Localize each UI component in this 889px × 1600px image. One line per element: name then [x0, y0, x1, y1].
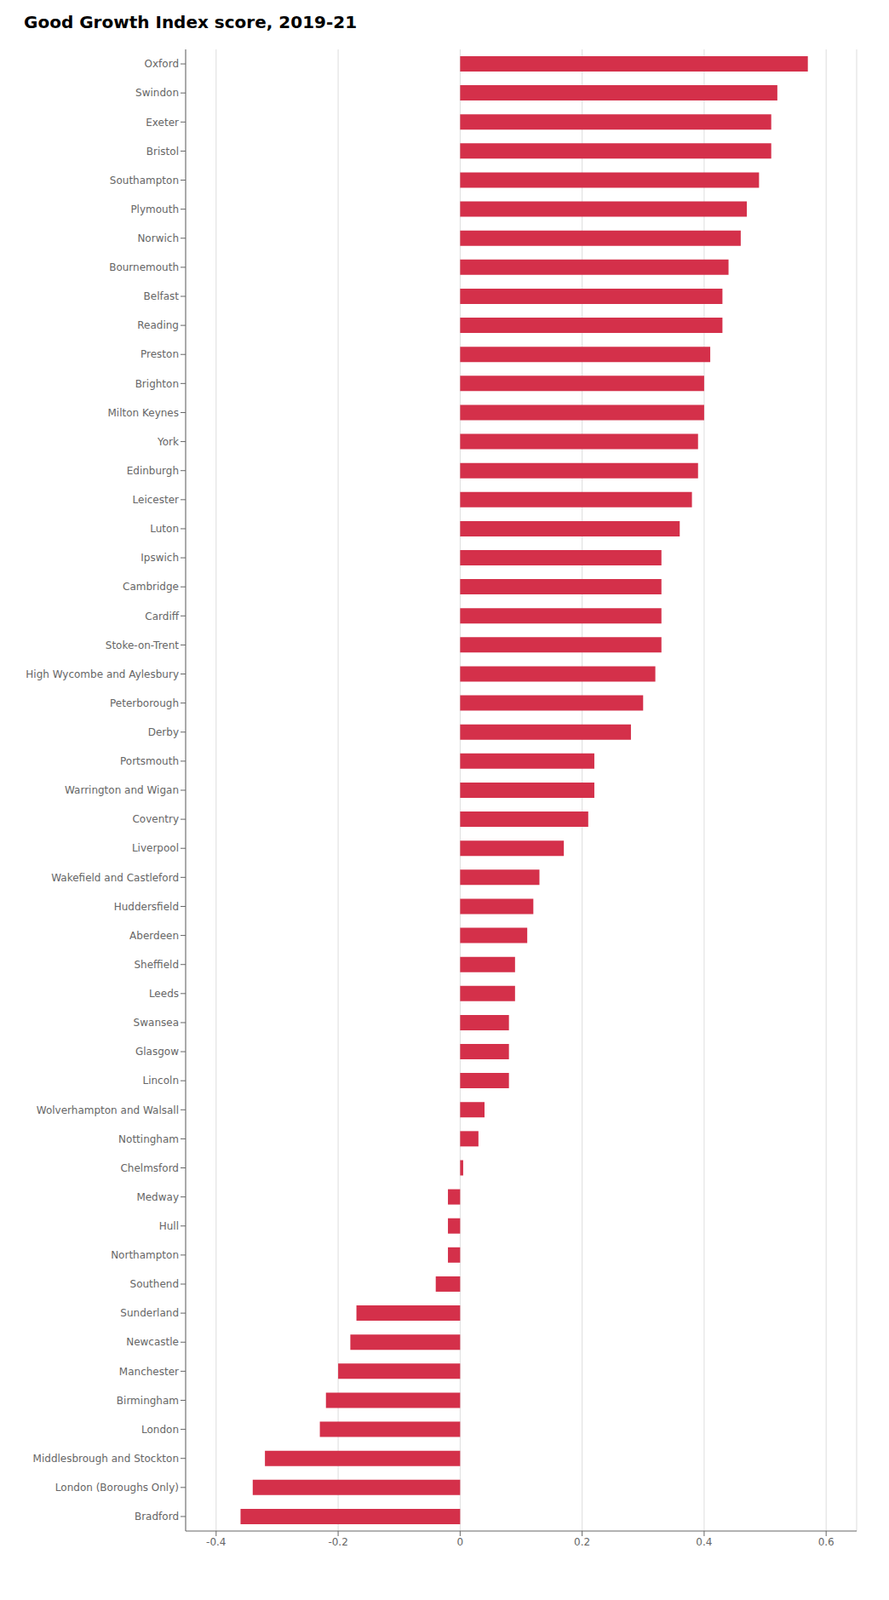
- svg-text:0.6: 0.6: [818, 1536, 835, 1549]
- svg-text:Wolverhampton and Walsall: Wolverhampton and Walsall: [36, 1104, 179, 1117]
- svg-text:Cambridge: Cambridge: [122, 580, 179, 593]
- svg-text:Warrington and Wigan: Warrington and Wigan: [64, 784, 179, 797]
- svg-text:Hull: Hull: [159, 1220, 179, 1233]
- svg-text:Medway: Medway: [136, 1191, 179, 1204]
- svg-text:-0.4: -0.4: [206, 1536, 226, 1549]
- svg-text:Ipswich: Ipswich: [140, 551, 179, 564]
- svg-text:Belfast: Belfast: [143, 290, 180, 303]
- svg-text:Sunderland: Sunderland: [120, 1307, 179, 1320]
- svg-text:Plymouth: Plymouth: [130, 203, 179, 216]
- svg-text:Cardiff: Cardiff: [144, 610, 179, 623]
- svg-text:Luton: Luton: [149, 522, 179, 535]
- svg-text:Sheffield: Sheffield: [133, 958, 179, 971]
- svg-text:Liverpool: Liverpool: [131, 842, 179, 855]
- svg-text:Bristol: Bristol: [146, 145, 179, 158]
- svg-text:Swindon: Swindon: [135, 86, 179, 99]
- svg-text:Derby: Derby: [148, 726, 179, 739]
- svg-text:Nottingham: Nottingham: [118, 1133, 179, 1146]
- svg-text:Exeter: Exeter: [145, 116, 179, 129]
- svg-text:London: London: [141, 1423, 179, 1436]
- svg-text:Milton Keynes: Milton Keynes: [108, 407, 179, 419]
- svg-text:York: York: [156, 435, 179, 448]
- svg-text:Aberdeen: Aberdeen: [129, 929, 179, 942]
- svg-text:Southampton: Southampton: [109, 174, 179, 187]
- svg-text:Swansea: Swansea: [133, 1016, 179, 1029]
- svg-text:Peterborough: Peterborough: [109, 697, 179, 710]
- html-text:Good Growth Index score, 2019-: Good Growth Index score, 2019-21: [23, 11, 357, 33]
- svg-text:London (Boroughs Only): London (Boroughs Only): [55, 1481, 179, 1494]
- svg-text:Brighton: Brighton: [135, 378, 179, 391]
- svg-text:0.2: 0.2: [573, 1536, 591, 1549]
- svg-text:Bradford: Bradford: [134, 1510, 179, 1523]
- svg-text:0: 0: [457, 1536, 465, 1549]
- svg-text:Chelmsford: Chelmsford: [120, 1162, 179, 1175]
- svg-text:Stoke-on-Trent: Stoke-on-Trent: [105, 639, 180, 652]
- svg-text:0.4: 0.4: [695, 1536, 712, 1549]
- svg-text:Birmingham: Birmingham: [116, 1394, 179, 1407]
- svg-text:Coventry: Coventry: [131, 813, 179, 826]
- svg-text:Preston: Preston: [140, 348, 179, 361]
- svg-text:Leicester: Leicester: [132, 493, 180, 506]
- svg-text:Glasgow: Glasgow: [135, 1045, 179, 1058]
- svg-text:Southend: Southend: [130, 1278, 179, 1291]
- svg-text:Reading: Reading: [137, 319, 179, 332]
- svg-text:Manchester: Manchester: [119, 1365, 179, 1378]
- svg-text:Lincoln: Lincoln: [142, 1074, 179, 1087]
- svg-text:Middlesbrough and Stockton: Middlesbrough and Stockton: [33, 1452, 179, 1465]
- svg-text:Huddersfield: Huddersfield: [114, 900, 179, 913]
- svg-text:High Wycombe and Aylesbury: High Wycombe and Aylesbury: [25, 668, 179, 681]
- svg-text:Edinburgh: Edinburgh: [126, 464, 179, 477]
- svg-text:Oxford: Oxford: [144, 57, 179, 70]
- svg-text:Leeds: Leeds: [149, 987, 179, 1000]
- svg-text:Wakefield and Castleford: Wakefield and Castleford: [51, 871, 179, 884]
- svg-text:Bournemouth: Bournemouth: [108, 261, 179, 274]
- svg-text:Northampton: Northampton: [110, 1249, 179, 1262]
- svg-text:Portsmouth: Portsmouth: [120, 755, 179, 768]
- svg-text:Norwich: Norwich: [137, 232, 179, 245]
- svg-text:-0.2: -0.2: [327, 1536, 348, 1549]
- svg-text:Newcastle: Newcastle: [126, 1336, 179, 1348]
